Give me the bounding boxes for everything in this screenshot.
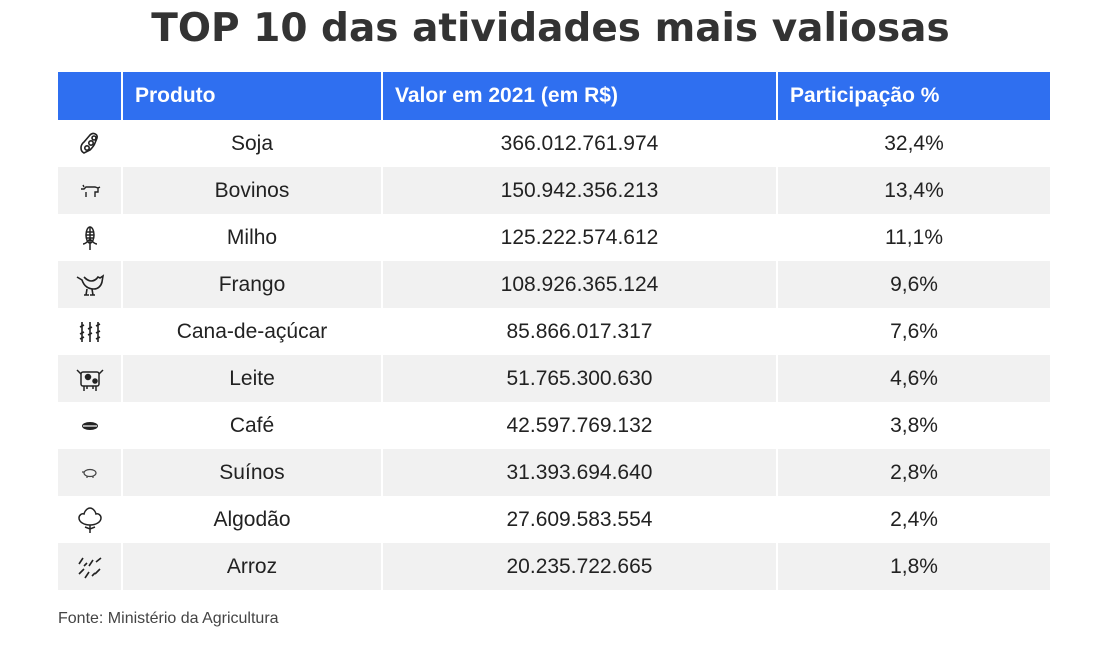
dairy-cow-icon (58, 355, 123, 402)
cell-participacao: 32,4% (777, 120, 1050, 167)
cell-participacao: 11,1% (777, 214, 1050, 261)
cell-produto: Soja (122, 120, 383, 167)
cell-valor: 51.765.300.630 (382, 355, 778, 402)
soybean-icon (58, 120, 123, 167)
cell-produto: Leite (122, 355, 383, 402)
table-row: Algodão 27.609.583.554 2,4% (58, 496, 1050, 543)
cell-participacao: 3,8% (777, 402, 1050, 449)
cell-produto: Frango (122, 261, 383, 308)
coffee-bean-icon (58, 402, 123, 449)
cell-valor: 31.393.694.640 (382, 449, 778, 496)
cell-valor: 108.926.365.124 (382, 261, 778, 308)
cell-participacao: 13,4% (777, 167, 1050, 214)
table-row: Suínos 31.393.694.640 2,8% (58, 449, 1050, 496)
cell-produto: Milho (122, 214, 383, 261)
table-header-row: Produto Valor em 2021 (em R$) Participaç… (58, 72, 1050, 120)
header-produto: Produto (122, 72, 383, 120)
cell-valor: 150.942.356.213 (382, 167, 778, 214)
cell-valor: 366.012.761.974 (382, 120, 778, 167)
source-note: Fonte: Ministério da Agricultura (58, 610, 279, 627)
header-participacao: Participação % (777, 72, 1050, 120)
cell-produto: Algodão (122, 496, 383, 543)
table-row: Milho 125.222.574.612 11,1% (58, 214, 1050, 261)
cell-participacao: 2,4% (777, 496, 1050, 543)
cell-participacao: 1,8% (777, 543, 1050, 590)
cell-produto: Bovinos (122, 167, 383, 214)
cell-produto: Cana-de-açúcar (122, 308, 383, 355)
table-row: Soja 366.012.761.974 32,4% (58, 120, 1050, 167)
cell-participacao: 9,6% (777, 261, 1050, 308)
table-row: Arroz 20.235.722.665 1,8% (58, 543, 1050, 590)
cattle-icon (58, 167, 123, 214)
table-row: Cana-de-açúcar 85.866.017.317 7,6% (58, 308, 1050, 355)
cell-participacao: 7,6% (777, 308, 1050, 355)
table-row: Bovinos 150.942.356.213 13,4% (58, 167, 1050, 214)
pig-icon (58, 449, 123, 496)
header-valor: Valor em 2021 (em R$) (382, 72, 778, 120)
chicken-icon (58, 261, 123, 308)
table-row: Café 42.597.769.132 3,8% (58, 402, 1050, 449)
header-icon (58, 72, 123, 120)
cell-produto: Suínos (122, 449, 383, 496)
cotton-icon (58, 496, 123, 543)
cell-valor: 125.222.574.612 (382, 214, 778, 261)
cell-valor: 42.597.769.132 (382, 402, 778, 449)
cell-produto: Café (122, 402, 383, 449)
cell-participacao: 2,8% (777, 449, 1050, 496)
table-row: Frango 108.926.365.124 9,6% (58, 261, 1050, 308)
table-row: Leite 51.765.300.630 4,6% (58, 355, 1050, 402)
page-title: TOP 10 das atividades mais valiosas (151, 6, 950, 51)
cell-valor: 20.235.722.665 (382, 543, 778, 590)
ranking-table: Produto Valor em 2021 (em R$) Participaç… (58, 72, 1050, 590)
cell-participacao: 4,6% (777, 355, 1050, 402)
sugarcane-icon (58, 308, 123, 355)
corn-icon (58, 214, 123, 261)
rice-icon (58, 543, 123, 590)
cell-produto: Arroz (122, 543, 383, 590)
cell-valor: 27.609.583.554 (382, 496, 778, 543)
cell-valor: 85.866.017.317 (382, 308, 778, 355)
